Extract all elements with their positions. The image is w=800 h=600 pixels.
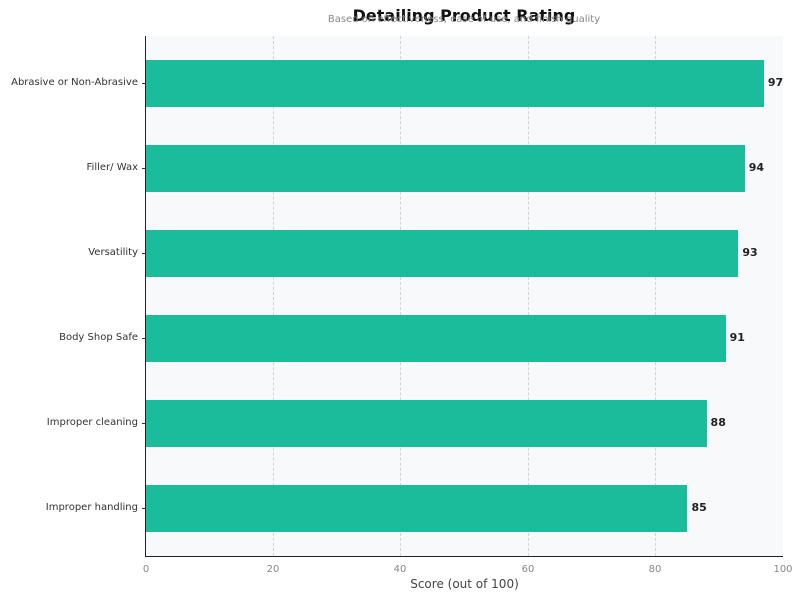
value-label: 85 bbox=[691, 501, 707, 514]
y-tick-label: Filler/ Wax bbox=[86, 162, 138, 173]
bar bbox=[146, 60, 764, 107]
x-tick-label: 80 bbox=[648, 564, 662, 575]
value-label: 91 bbox=[729, 331, 745, 344]
y-axis-line bbox=[145, 36, 146, 557]
gridline bbox=[400, 36, 401, 556]
x-tick-label: 0 bbox=[142, 564, 150, 575]
x-axis-line bbox=[145, 556, 783, 557]
plot-area: 97 94 93 91 88 85 bbox=[146, 36, 783, 556]
y-tick bbox=[142, 253, 146, 254]
bar bbox=[146, 315, 726, 362]
x-tick-label: 60 bbox=[521, 564, 535, 575]
y-tick-label: Versatility bbox=[88, 247, 138, 258]
value-label: 97 bbox=[767, 76, 784, 89]
bar bbox=[146, 485, 688, 532]
y-tick bbox=[142, 168, 146, 169]
x-tick-label: 20 bbox=[266, 564, 280, 575]
y-tick bbox=[142, 508, 146, 509]
value-label: 88 bbox=[710, 416, 726, 429]
gridline bbox=[528, 36, 529, 556]
y-tick-label: Body Shop Safe bbox=[59, 332, 138, 343]
value-label: 93 bbox=[742, 246, 758, 259]
y-tick-label: Improper cleaning bbox=[46, 417, 138, 428]
x-tick-label: 40 bbox=[393, 564, 407, 575]
bar bbox=[146, 230, 739, 277]
x-tick-label: 100 bbox=[773, 564, 793, 575]
bar bbox=[146, 145, 745, 192]
chart-title: Detailing Product Rating bbox=[352, 6, 576, 25]
y-tick bbox=[142, 338, 146, 339]
y-tick bbox=[142, 423, 146, 424]
gridline bbox=[655, 36, 656, 556]
chart-subtitle: Based on effectiveness, ease of use, and… bbox=[327, 14, 601, 25]
x-axis-title: Score (out of 100) bbox=[410, 577, 519, 591]
y-tick-label: Abrasive or Non-Abrasive bbox=[11, 77, 138, 88]
y-tick bbox=[142, 83, 146, 84]
bar bbox=[146, 400, 707, 447]
y-tick-label: Improper handling bbox=[45, 502, 138, 513]
gridline bbox=[273, 36, 274, 556]
value-label: 94 bbox=[748, 161, 765, 174]
